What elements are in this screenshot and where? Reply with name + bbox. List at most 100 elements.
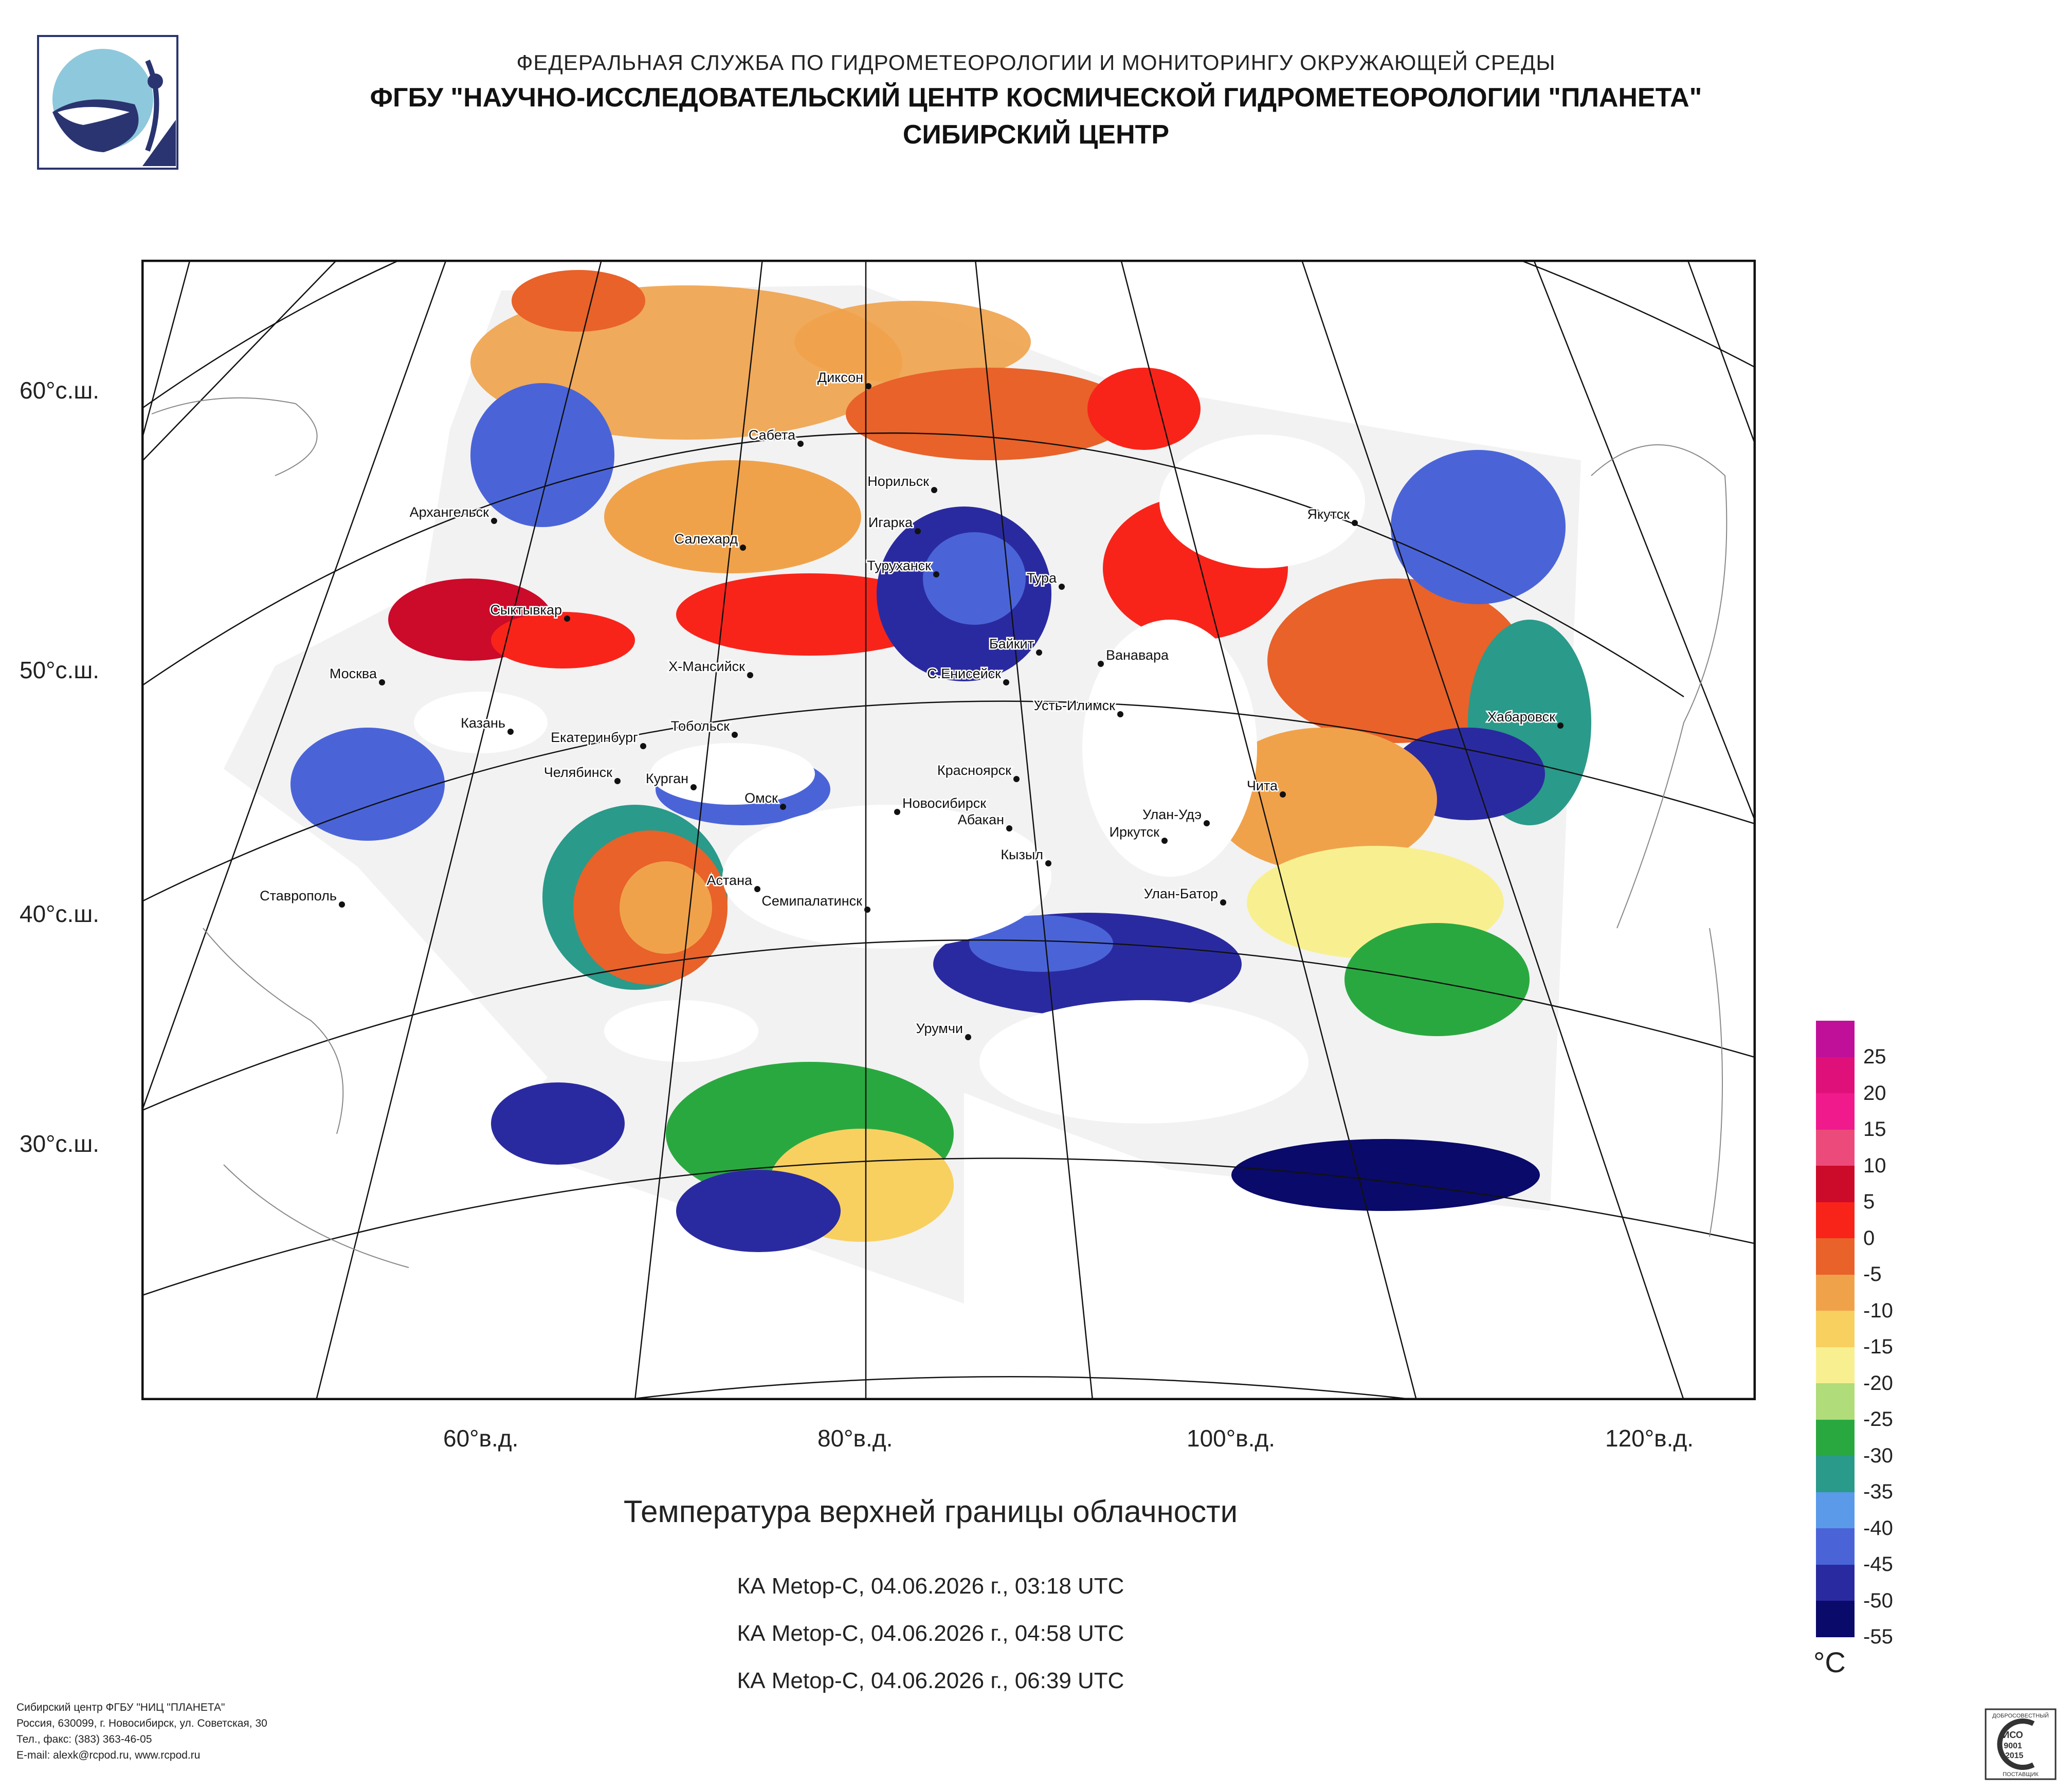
city-label: С.Енисейск [927,666,1001,681]
city-label: Урумчи [916,1021,963,1036]
coastlines [151,397,1728,1268]
city-label: Ставрополь [260,888,337,903]
product-title: Температура верхней границы облачности [623,1494,1238,1529]
legend-swatch [1816,1492,1855,1528]
svg-text:9001: 9001 [2004,1742,2022,1750]
lon-label: 100°в.д. [1187,1425,1275,1452]
city-label: Абакан [958,812,1004,827]
contact-footer: Сибирский центр ФГБУ "НИЦ "ПЛАНЕТА" Росс… [16,1699,267,1763]
city-label: Сабета [749,427,796,443]
city-label: Архангельск [410,504,489,520]
city-label: Х-Мансийск [668,659,745,674]
city-dot [507,729,514,735]
city-label: Екатеринбург [551,730,638,745]
legend-label: -10 [1863,1299,1893,1322]
svg-text:ПОСТАВЩИК: ПОСТАВЩИК [2003,1771,2039,1778]
city-label: Тура [1027,570,1057,586]
city-dot [864,907,870,913]
city-dot [1557,722,1564,729]
cloud-top-temperature-map: Диксон Сабета Норильск Игарка Туруханск Архан… [141,260,1756,1400]
city-dot [1117,711,1123,717]
branch-name: СИБИРСКИЙ ЦЕНТР [902,120,1170,150]
map-canvas: Диксон Сабета Норильск Игарка Туруханск Архан… [141,260,1756,1400]
city-label: Улан-Батор [1144,886,1218,901]
lon-label: 120°в.д. [1605,1425,1694,1452]
city-dot [931,487,937,493]
city-dot [732,732,738,738]
legend-swatch [1816,1564,1855,1601]
legend-label: 0 [1863,1226,1875,1250]
lon-label: 80°в.д. [817,1425,893,1452]
city-dot [915,528,921,534]
legend-label: -25 [1863,1408,1893,1431]
city-dot [1204,820,1210,826]
city-dot [780,804,786,810]
footer-phone: Тел., факс: (383) 363-46-05 [16,1733,152,1745]
city-dot [894,809,900,815]
city-dot [339,901,345,908]
legend-label: -50 [1863,1589,1893,1612]
city-label: Тобольск [671,718,730,734]
city-label: Семипалатинск [761,893,862,909]
city-label: Красноярск [937,763,1011,778]
city-label: Москва [330,666,377,681]
city-label: Норильск [867,474,929,489]
city-label: Улан-Удэ [1142,807,1202,822]
legend-label: -55 [1863,1625,1893,1648]
city-dot [1161,838,1168,844]
cloud-layer [290,270,1591,1252]
city-dot [491,518,497,524]
city-label: Хабаровск [1487,709,1555,725]
city-label: Чита [1247,778,1278,793]
satellite-pass: КА Metop-C, 04.06.2026 г., 03:18 UTC [737,1573,1124,1599]
city-dot [1352,520,1358,526]
legend-swatch [1816,1057,1855,1093]
city-label: Игарка [868,515,913,530]
svg-text:-2015: -2015 [2003,1751,2024,1760]
city-label: Якутск [1307,506,1350,522]
lon-label: 60°в.д. [443,1425,519,1452]
planeta-logo [37,35,178,170]
city-label: Ванавара [1106,647,1169,663]
legend-swatch [1816,1383,1855,1420]
footer-org: Сибирский центр ФГБУ "НИЦ "ПЛАНЕТА" [16,1702,225,1713]
satellite-pass: КА Metop-C, 04.06.2026 г., 04:58 UTC [737,1621,1124,1646]
city-label: Байкит [989,636,1034,652]
lat-label: 50°с.ш. [20,657,100,683]
city-label: Казань [461,715,505,731]
city-dot [614,778,621,784]
city-dot [1013,776,1020,782]
lat-label: 40°с.ш. [20,900,100,927]
center-name: ФГБУ "НАУЧНО-ИССЛЕДОВАТЕЛЬСКИЙ ЦЕНТР КОС… [370,83,1702,113]
city-dot [1036,649,1042,656]
city-dot [1006,825,1012,831]
city-dot [933,571,939,577]
legend-label: -30 [1863,1444,1893,1467]
city-label: Курган [646,771,688,786]
city-label: Омск [744,790,778,806]
legend-label: -5 [1863,1263,1882,1286]
city-label: Усть-Илимск [1034,698,1116,713]
legend-swatch [1816,1238,1855,1275]
legend-label: 15 [1863,1118,1886,1141]
legend-swatch [1816,1202,1855,1238]
legend-label: -20 [1863,1371,1893,1395]
city-dot [740,545,746,551]
legend-unit: °C [1813,1646,1846,1678]
city-dot [1098,661,1104,667]
legend-label: 10 [1863,1154,1886,1177]
city-dot [965,1034,971,1040]
svg-text:ДОБРОСОВЕСТНЫЙ: ДОБРОСОВЕСТНЫЙ [1992,1712,2049,1719]
city-label: Диксон [817,370,863,385]
legend-swatch [1816,1274,1855,1311]
city-markers: Диксон Сабета Норильск Игарка Туруханск Архан… [259,369,1564,1040]
svg-text:ИСО: ИСО [2003,1730,2023,1740]
legend-swatch [1816,1311,1855,1347]
satellite-pass: КА Metop-C, 04.06.2026 г., 06:39 UTC [737,1668,1124,1693]
city-label: Кызыл [1001,847,1043,862]
legend-swatch [1816,1129,1855,1166]
legend-swatch [1816,1093,1855,1130]
city-label: Туруханск [867,558,931,573]
legend-swatch [1816,1347,1855,1383]
city-label: Челябинск [544,765,612,780]
